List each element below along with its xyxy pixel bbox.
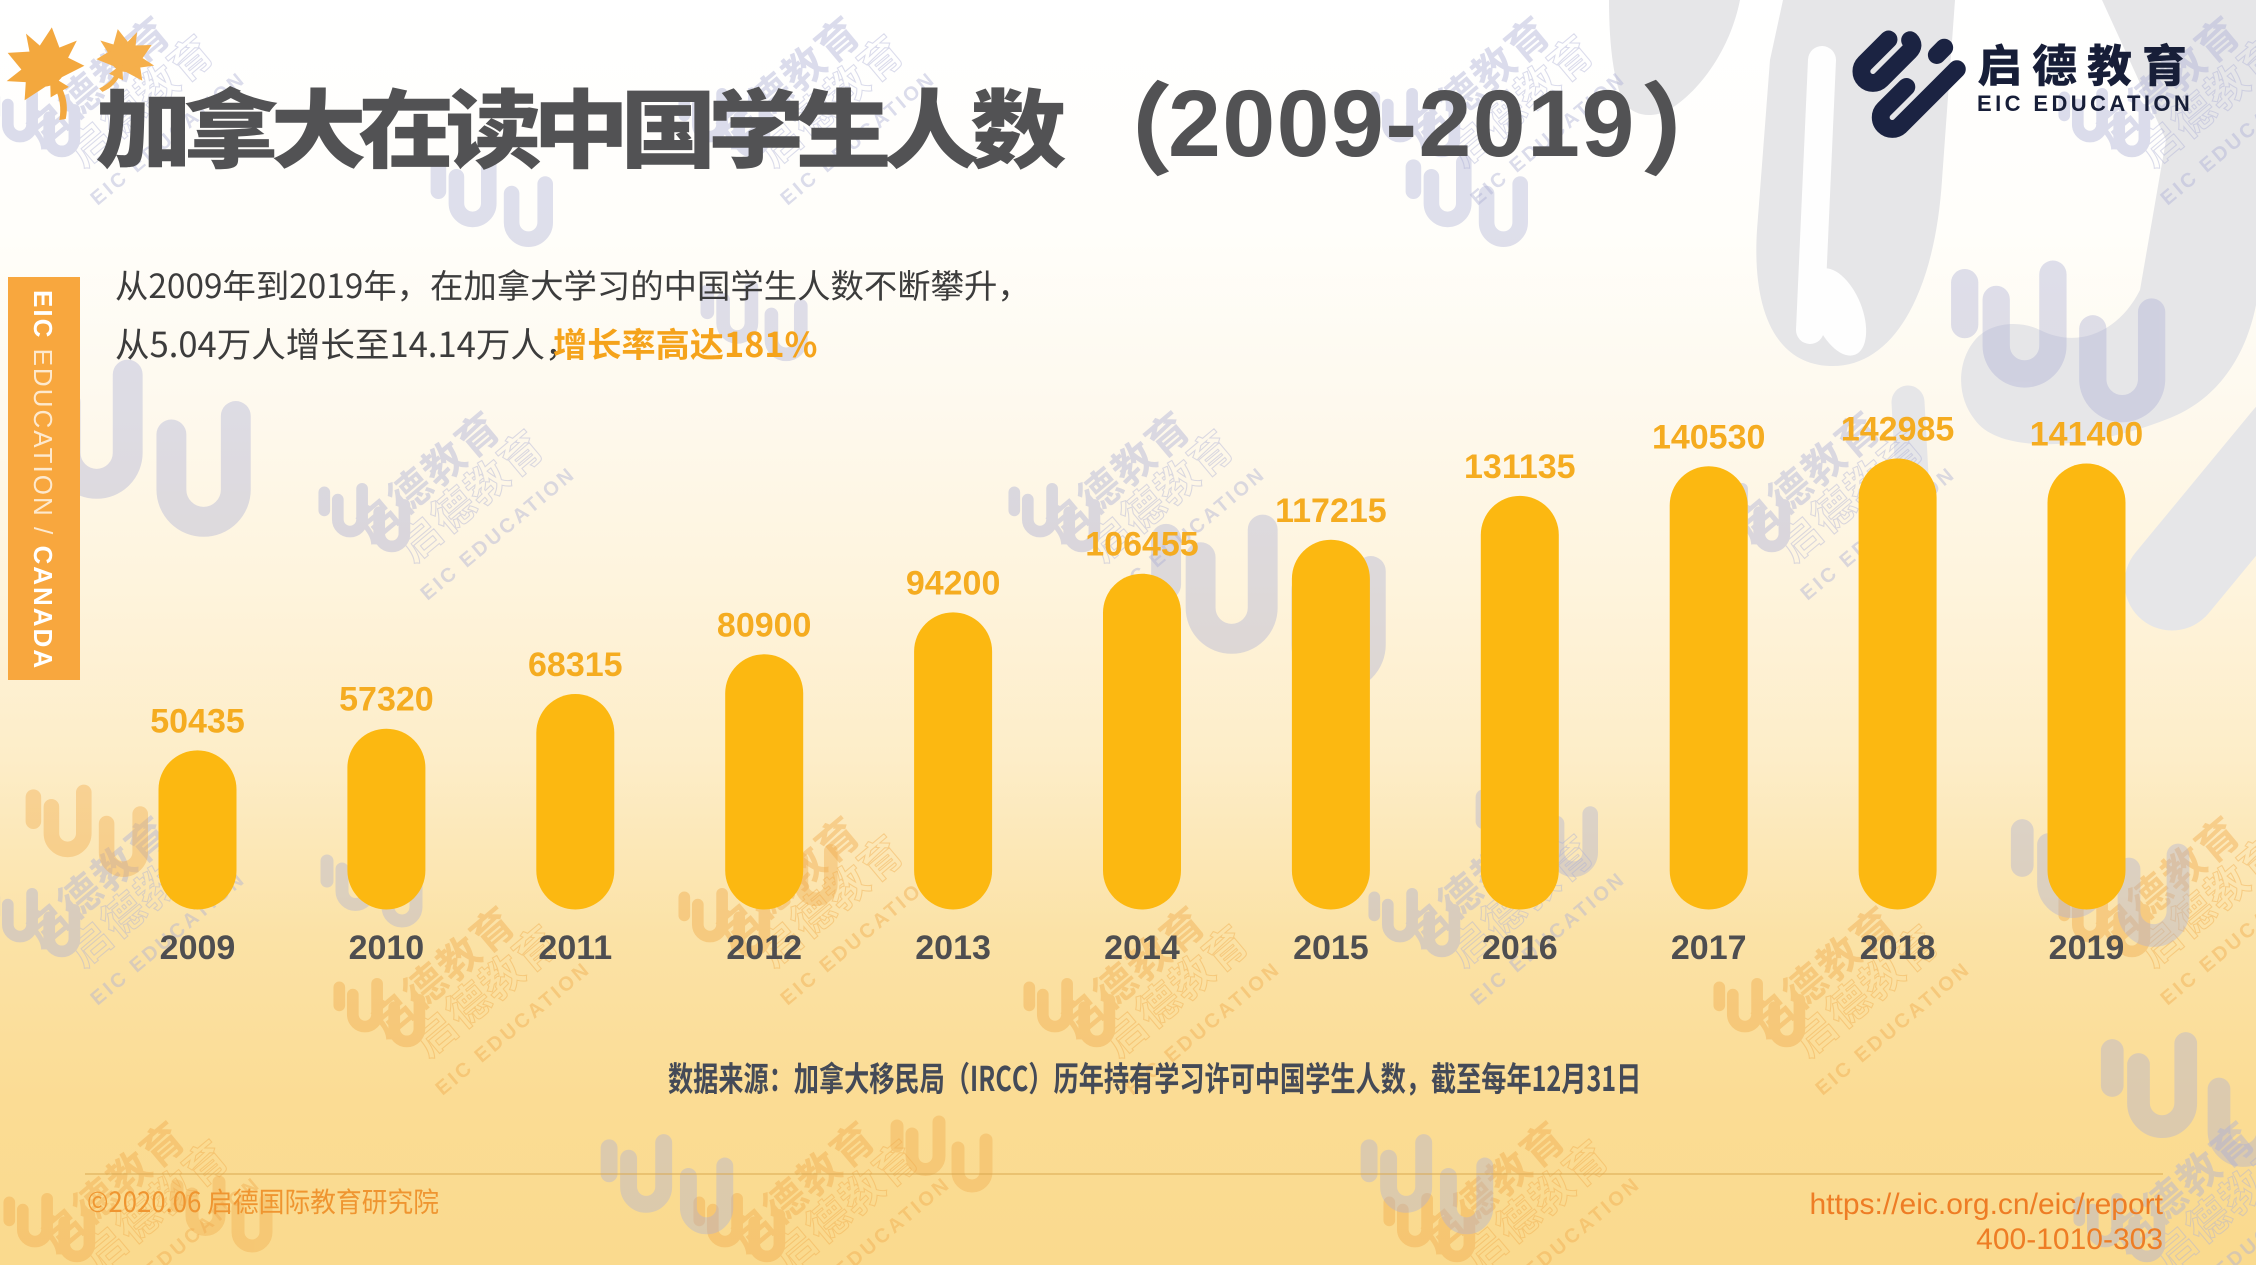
svg-text:2015: 2015 <box>1293 929 1369 967</box>
svg-text:2017: 2017 <box>1671 929 1747 967</box>
svg-text:2010: 2010 <box>349 929 425 967</box>
svg-text:94200: 94200 <box>906 564 1001 602</box>
svg-text:2016: 2016 <box>1482 929 1558 967</box>
svg-text:142985: 142985 <box>1841 411 1954 449</box>
svg-text:131135: 131135 <box>1464 448 1576 486</box>
svg-text:57320: 57320 <box>339 681 434 719</box>
svg-text:2014: 2014 <box>1104 929 1180 967</box>
svg-text:106455: 106455 <box>1085 526 1198 564</box>
svg-text:2013: 2013 <box>915 929 991 967</box>
svg-text:400-1010-303: 400-1010-303 <box>1976 1223 2163 1256</box>
svg-text:117215: 117215 <box>1275 492 1387 530</box>
svg-text:EIC EDUCATION: EIC EDUCATION <box>1977 91 2193 116</box>
svg-text:https://eic.org.cn/eic/report: https://eic.org.cn/eic/report <box>1810 1188 2164 1221</box>
svg-text:141400: 141400 <box>2030 416 2143 454</box>
svg-text:50435: 50435 <box>150 702 245 740</box>
svg-text:2018: 2018 <box>1860 929 1936 967</box>
svg-text:2012: 2012 <box>726 929 802 967</box>
svg-text:EIC EDUCATION / CANADA: EIC EDUCATION / CANADA <box>28 290 58 670</box>
svg-text:2009-2019: 2009-2019 <box>1168 71 1636 177</box>
svg-text:68315: 68315 <box>528 646 623 684</box>
svg-text:140530: 140530 <box>1652 418 1765 456</box>
svg-text:2011: 2011 <box>538 929 612 967</box>
svg-text:80900: 80900 <box>717 606 812 644</box>
svg-text:2019: 2019 <box>2049 929 2125 967</box>
svg-text:2009: 2009 <box>160 929 236 967</box>
